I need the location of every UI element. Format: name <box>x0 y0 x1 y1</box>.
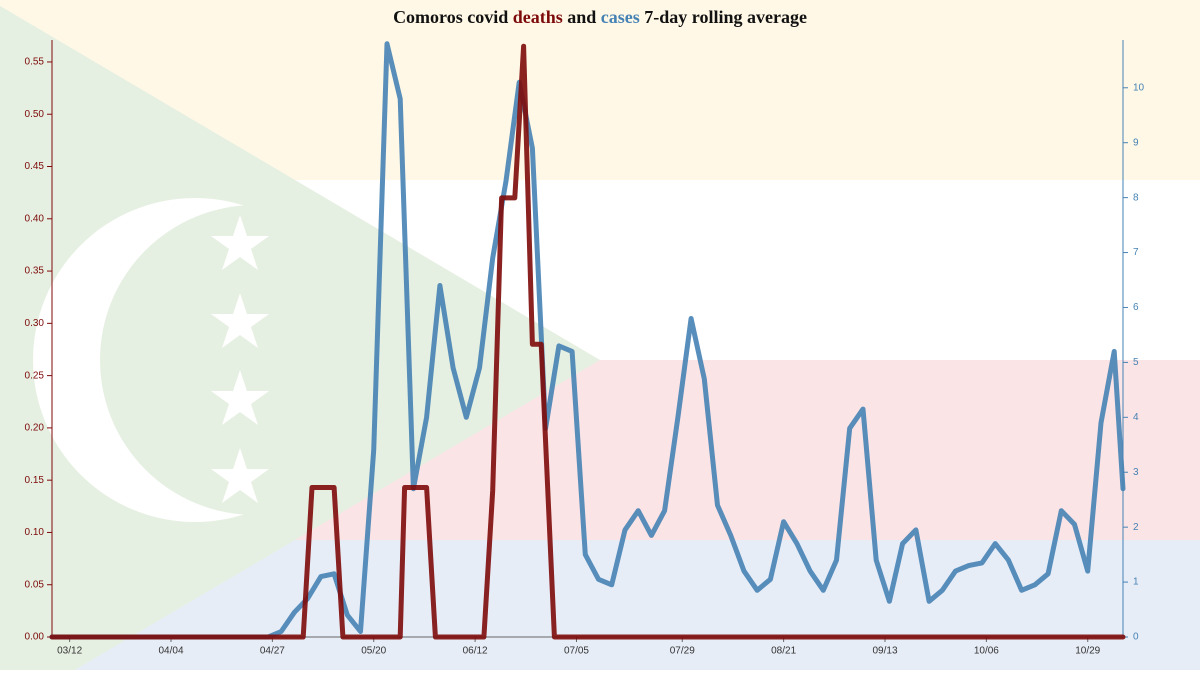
y-tick-label: 0.25 <box>25 370 45 381</box>
title-part: Comoros covid <box>393 7 513 27</box>
y2-tick-label: 1 <box>1133 577 1139 588</box>
y-tick-label: 0.40 <box>25 213 45 224</box>
x-tick-label: 06/12 <box>463 646 488 657</box>
y-tick-label: 0.35 <box>25 266 45 277</box>
y-tick-label: 0.15 <box>25 475 45 486</box>
y-tick-label: 0.10 <box>25 527 45 538</box>
y-tick-label: 0.50 <box>25 109 45 120</box>
y-tick-label: 0.55 <box>25 57 45 68</box>
y2-tick-label: 3 <box>1133 467 1139 478</box>
title-part: cases <box>601 7 640 27</box>
x-tick-label: 09/13 <box>872 646 897 657</box>
y2-tick-label: 10 <box>1133 82 1145 93</box>
y2-tick-label: 4 <box>1133 412 1139 423</box>
y-tick-label: 0.30 <box>25 318 45 329</box>
y-tick-label: 0.00 <box>25 632 45 643</box>
y-tick-label: 0.05 <box>25 579 45 590</box>
y2-tick-label: 7 <box>1133 247 1139 258</box>
series-line <box>49 41 1126 640</box>
y2-tick-label: 0 <box>1133 632 1139 643</box>
x-tick-label: 04/04 <box>158 646 183 657</box>
y2-tick-label: 5 <box>1133 357 1139 368</box>
x-tick-label: 10/29 <box>1075 646 1100 657</box>
x-tick-label: 03/12 <box>57 646 82 657</box>
chart-title: Comoros covid deaths and cases 7-day rol… <box>393 7 807 27</box>
x-tick-label: 05/20 <box>361 646 386 657</box>
y-tick-label: 0.45 <box>25 161 45 172</box>
x-tick-label: 10/06 <box>974 646 999 657</box>
y2-tick-label: 8 <box>1133 192 1139 203</box>
title-part: deaths <box>513 7 563 27</box>
x-tick-label: 08/21 <box>771 646 796 657</box>
x-tick-label: 07/29 <box>670 646 695 657</box>
title-part: 7-day rolling average <box>640 7 807 27</box>
y-tick-label: 0.20 <box>25 423 45 434</box>
x-tick-label: 04/27 <box>260 646 285 657</box>
x-tick-label: 07/05 <box>564 646 589 657</box>
series-line <box>49 43 1126 640</box>
y2-tick-label: 2 <box>1133 522 1139 533</box>
y2-tick-label: 9 <box>1133 137 1139 148</box>
y2-tick-label: 6 <box>1133 302 1139 313</box>
title-part: and <box>563 7 601 27</box>
